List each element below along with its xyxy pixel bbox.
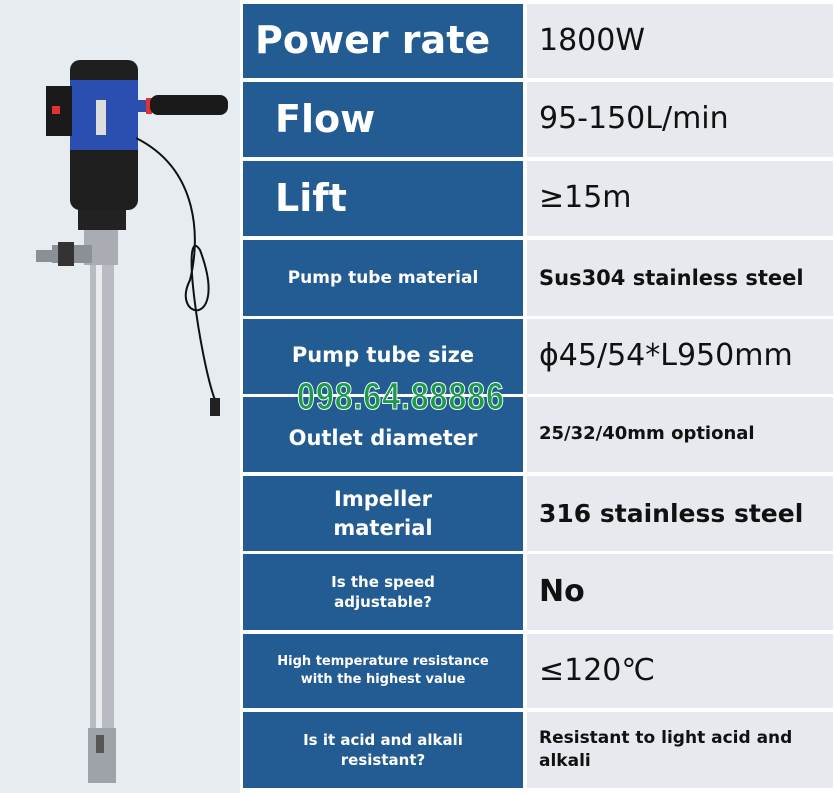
spec-value: ϕ45/54*L950mm [527,319,833,394]
spec-row-tube-size: Pump tube size ϕ45/54*L950mm [243,319,833,394]
spec-row-acid-alkali: Is it acid and alkali resistant? Resista… [243,712,833,788]
spec-row-tube-material: Pump tube material Sus304 stainless stee… [243,240,833,316]
spec-label: Flow [243,82,523,157]
spec-label: Pump tube material [243,240,523,316]
drum-pump-image [36,60,228,783]
spec-value: ≥15m [527,161,833,236]
spec-row-lift: Lift ≥15m [243,161,833,236]
spec-value: 95-150L/min [527,82,833,157]
spec-row-speed-adjustable: Is the speed adjustable? No [243,554,833,630]
spec-value: 25/32/40mm optional [527,397,833,472]
spec-label: Is it acid and alkali resistant? [243,712,523,788]
spec-row-power-rate: Power rate 1800W [243,4,833,78]
spec-row-temperature: High temperature resistance with the hig… [243,634,833,708]
product-photo [0,0,240,793]
spec-label: Outlet diameter [243,397,523,472]
spec-value: 316 stainless steel [527,476,833,551]
phone-watermark: 098.64.88886 [297,376,505,419]
spec-row-impeller-material: Impeller material 316 stainless steel [243,476,833,551]
spec-label: High temperature resistance with the hig… [243,634,523,708]
spec-row-flow: Flow 95-150L/min [243,82,833,157]
spec-label: Lift [243,161,523,236]
spec-value: ≤120℃ [527,634,833,708]
spec-label: Power rate [243,4,523,78]
spec-row-outlet-diameter: Outlet diameter 25/32/40mm optional [243,397,833,472]
spec-value: Resistant to light acid and alkali [527,712,833,788]
spec-label: Pump tube size [243,319,523,394]
spec-label: Is the speed adjustable? [243,554,523,630]
spec-value: No [527,554,833,630]
spec-value: Sus304 stainless steel [527,240,833,316]
spec-value: 1800W [527,4,833,78]
spec-label: Impeller material [243,476,523,551]
